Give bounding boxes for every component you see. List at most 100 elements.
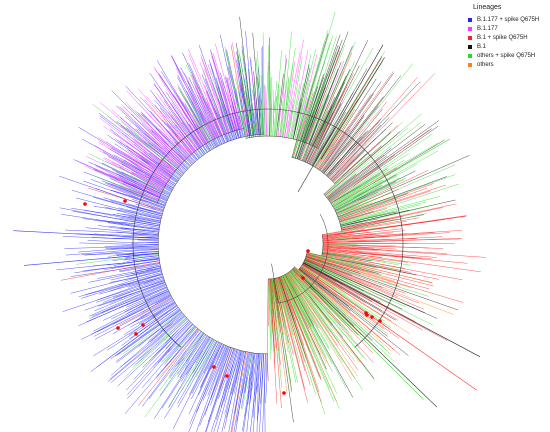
- branch: [301, 265, 320, 277]
- branch: [332, 124, 426, 195]
- branch: [339, 261, 361, 268]
- branch: [335, 151, 357, 173]
- branch: [331, 198, 343, 206]
- branch: [179, 133, 195, 151]
- branch: [131, 269, 154, 275]
- branch: [341, 220, 408, 233]
- branch: [154, 174, 168, 183]
- branch: [236, 350, 240, 362]
- branch: [327, 253, 372, 262]
- branch: [332, 171, 344, 182]
- branch: [133, 221, 160, 227]
- branch: [158, 311, 182, 330]
- branch: [304, 259, 328, 270]
- branch: [160, 317, 187, 341]
- branch: [141, 210, 162, 217]
- branch: [71, 189, 130, 208]
- branch: [308, 264, 371, 296]
- branch: [353, 211, 387, 222]
- branch: [339, 209, 371, 221]
- branch: [341, 226, 354, 230]
- branch: [141, 339, 184, 388]
- branch: [163, 317, 187, 339]
- branch: [309, 130, 316, 145]
- branch: [323, 78, 377, 161]
- branch: [358, 187, 427, 214]
- branch: [300, 267, 319, 281]
- branch: [177, 74, 207, 131]
- branch: [252, 353, 255, 366]
- branch: [270, 278, 273, 296]
- branch: [151, 264, 161, 267]
- branch: [321, 274, 361, 297]
- branch: [94, 306, 158, 340]
- branch: [218, 345, 226, 362]
- branch: [323, 286, 389, 335]
- branch: [322, 252, 328, 255]
- tip-marker: [370, 315, 374, 319]
- branch: [137, 102, 183, 151]
- branch: [181, 327, 197, 345]
- branch: [130, 193, 158, 204]
- branch: [210, 342, 221, 361]
- branch: [300, 275, 438, 408]
- branch: [139, 302, 169, 318]
- branch: [138, 308, 165, 325]
- branch: [337, 196, 374, 215]
- branch: [117, 184, 156, 199]
- branch: [287, 123, 292, 138]
- branch: [322, 234, 348, 238]
- branch: [267, 45, 270, 118]
- branch: [167, 299, 174, 303]
- branch: [298, 49, 316, 124]
- branch: [220, 347, 231, 374]
- branch: [305, 258, 331, 269]
- branch: [187, 48, 219, 119]
- branch: [346, 209, 410, 226]
- branch: [296, 97, 308, 140]
- branch: [277, 73, 284, 126]
- branch: [145, 202, 164, 209]
- branch: [334, 164, 417, 210]
- branch: [242, 106, 248, 137]
- branch: [333, 257, 440, 280]
- branch: [273, 279, 284, 336]
- branch: [262, 376, 266, 432]
- branch: [183, 326, 196, 340]
- branch: [243, 365, 254, 432]
- branch: [305, 152, 311, 163]
- branch: [223, 346, 228, 355]
- branch: [124, 337, 168, 378]
- branch: [113, 190, 139, 199]
- branch: [150, 291, 170, 301]
- branch: [223, 365, 233, 402]
- branch: [185, 331, 202, 351]
- branch: [276, 279, 292, 339]
- branch: [251, 104, 256, 133]
- branch: [224, 358, 241, 429]
- branch: [217, 116, 229, 142]
- branch: [152, 275, 163, 280]
- branch: [298, 126, 311, 160]
- branch: [258, 106, 261, 137]
- branch: [282, 310, 294, 356]
- branch: [169, 180, 176, 185]
- branch: [352, 201, 427, 221]
- branch: [326, 182, 346, 198]
- branch: [322, 247, 334, 249]
- branch: [65, 250, 126, 256]
- branch: [133, 344, 168, 380]
- branch: [191, 72, 221, 134]
- branch: [163, 170, 172, 177]
- branch: [177, 363, 203, 408]
- branch: [233, 348, 235, 352]
- branch: [142, 282, 166, 292]
- branch: [301, 265, 324, 279]
- branch: [280, 276, 294, 307]
- branch: [143, 253, 159, 255]
- branch: [142, 176, 165, 189]
- tip-marker: [116, 326, 120, 330]
- branch: [243, 352, 249, 379]
- branch: [249, 352, 254, 374]
- branch: [141, 111, 167, 138]
